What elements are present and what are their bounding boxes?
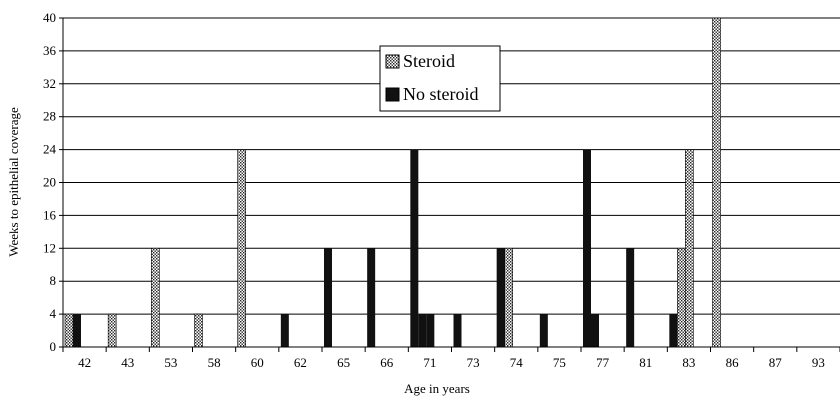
- y-tick-label: 24: [43, 142, 57, 157]
- axes: [59, 17, 840, 352]
- tick-labels: 0 4 8 12 16 20 24 28 32 36 40 42 43 53 58 60 62 65 66 71 73 7…: [43, 10, 825, 370]
- bar-steroid: [64, 313, 74, 348]
- y-tick-label: 4: [50, 306, 57, 321]
- y-axis-title: Weeks to epithelial coverage: [6, 107, 21, 257]
- bar-steroid: [504, 248, 513, 348]
- bar-no-steroid: [367, 248, 376, 347]
- x-tick-label: 93: [812, 355, 825, 370]
- y-tick-label: 8: [50, 273, 57, 288]
- bar-no-steroid: [626, 248, 635, 347]
- bar-no-steroid: [426, 314, 435, 347]
- bar-no-steroid: [324, 248, 332, 347]
- y-tick-label: 32: [43, 76, 56, 91]
- y-tick-label: 40: [43, 10, 56, 25]
- bar-no-steroid: [418, 314, 427, 347]
- y-tick-label: 20: [43, 175, 56, 190]
- x-tick-label: 86: [726, 355, 740, 370]
- bar-steroid: [194, 313, 203, 348]
- y-tick-label: 12: [43, 240, 56, 255]
- x-tick-label: 66: [380, 355, 394, 370]
- x-tick-label: 60: [251, 355, 264, 370]
- x-tick-label: 62: [294, 355, 307, 370]
- legend-label-steroid: Steroid: [403, 51, 455, 71]
- x-tick-label: 65: [337, 355, 350, 370]
- y-tick-label: 0: [50, 339, 57, 354]
- legend-swatch-no-steroid: [385, 87, 400, 102]
- bar-no-steroid: [453, 314, 462, 347]
- bar-no-steroid: [539, 314, 548, 347]
- bar-no-steroid: [410, 149, 419, 347]
- x-axis-title: Age in years: [404, 381, 470, 396]
- x-tick-label: 81: [639, 355, 652, 370]
- bar-no-steroid: [280, 314, 289, 347]
- bar-no-steroid: [591, 314, 599, 347]
- bar-steroid: [151, 248, 160, 348]
- bar-no-steroid: [583, 149, 591, 347]
- bar-steroid: [685, 149, 694, 348]
- x-tick-label: 83: [682, 355, 695, 370]
- x-tick-label: 73: [467, 355, 480, 370]
- bar-steroid: [107, 313, 117, 348]
- y-tick-label: 28: [43, 109, 56, 124]
- legend-label-no-steroid: No steroid: [403, 84, 479, 104]
- bar-steroid: [712, 17, 721, 348]
- x-tick-label: 87: [769, 355, 783, 370]
- x-tick-label: 74: [510, 355, 524, 370]
- x-tick-label: 58: [208, 355, 221, 370]
- legend: Steroid No steroid: [379, 45, 501, 112]
- bar-no-steroid: [669, 314, 678, 347]
- bar-no-steroid: [73, 314, 81, 347]
- y-tick-label: 16: [43, 207, 57, 222]
- y-tick-label: 36: [43, 43, 57, 58]
- x-tick-label: 42: [78, 355, 91, 370]
- bar-no-steroid: [496, 248, 505, 347]
- bar-steroid: [677, 248, 686, 348]
- x-tick-label: 53: [164, 355, 177, 370]
- x-tick-label: 75: [553, 355, 566, 370]
- x-tick-label: 43: [121, 355, 134, 370]
- bar-steroid: [237, 149, 246, 348]
- x-tick-label: 71: [423, 355, 436, 370]
- legend-swatch-steroid: [385, 54, 400, 69]
- legend-box: [379, 45, 501, 112]
- x-tick-label: 77: [596, 355, 610, 370]
